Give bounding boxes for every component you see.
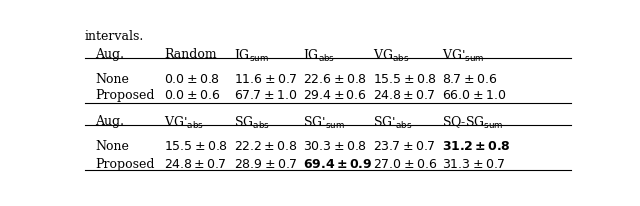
Text: $23.7 \pm 0.7$: $23.7 \pm 0.7$ xyxy=(372,140,435,153)
Text: Aug.: Aug. xyxy=(95,114,124,127)
Text: SG$'_{\mathrm{sum}}$: SG$'_{\mathrm{sum}}$ xyxy=(303,114,345,130)
Text: Proposed: Proposed xyxy=(95,157,154,170)
Text: SG$'_{\mathrm{abs}}$: SG$'_{\mathrm{abs}}$ xyxy=(372,114,412,130)
Text: $67.7 \pm 1.0$: $67.7 \pm 1.0$ xyxy=(234,89,297,102)
Text: $8.7 \pm 0.6$: $8.7 \pm 0.6$ xyxy=(442,73,497,86)
Text: $66.0 \pm 1.0$: $66.0 \pm 1.0$ xyxy=(442,89,506,102)
Text: $0.0 \pm 0.6$: $0.0 \pm 0.6$ xyxy=(164,89,221,102)
Text: None: None xyxy=(95,140,129,153)
Text: SG$_{\mathrm{abs}}$: SG$_{\mathrm{abs}}$ xyxy=(234,114,269,130)
Text: $\mathbf{31.2 \pm 0.8}$: $\mathbf{31.2 \pm 0.8}$ xyxy=(442,140,511,153)
Text: $24.8 \pm 0.7$: $24.8 \pm 0.7$ xyxy=(372,89,435,102)
Text: $15.5 \pm 0.8$: $15.5 \pm 0.8$ xyxy=(164,140,228,153)
Text: $22.6 \pm 0.8$: $22.6 \pm 0.8$ xyxy=(303,73,367,86)
Text: $15.5 \pm 0.8$: $15.5 \pm 0.8$ xyxy=(372,73,436,86)
Text: VG$'_{\mathrm{sum}}$: VG$'_{\mathrm{sum}}$ xyxy=(442,48,484,64)
Text: None: None xyxy=(95,73,129,86)
Text: $31.3 \pm 0.7$: $31.3 \pm 0.7$ xyxy=(442,157,505,170)
Text: Random: Random xyxy=(164,48,217,61)
Text: $27.0 \pm 0.6$: $27.0 \pm 0.6$ xyxy=(372,157,437,170)
Text: $29.4 \pm 0.6$: $29.4 \pm 0.6$ xyxy=(303,89,367,102)
Text: intervals.: intervals. xyxy=(85,29,144,42)
Text: $22.2 \pm 0.8$: $22.2 \pm 0.8$ xyxy=(234,140,297,153)
Text: IG$_{\mathrm{sum}}$: IG$_{\mathrm{sum}}$ xyxy=(234,48,269,64)
Text: $0.0 \pm 0.8$: $0.0 \pm 0.8$ xyxy=(164,73,220,86)
Text: $28.9 \pm 0.7$: $28.9 \pm 0.7$ xyxy=(234,157,297,170)
Text: VG$'_{\mathrm{abs}}$: VG$'_{\mathrm{abs}}$ xyxy=(164,114,204,130)
Text: $24.8 \pm 0.7$: $24.8 \pm 0.7$ xyxy=(164,157,227,170)
Text: SQ-SG$_{\mathrm{sum}}$: SQ-SG$_{\mathrm{sum}}$ xyxy=(442,114,504,130)
Text: $30.3 \pm 0.8$: $30.3 \pm 0.8$ xyxy=(303,140,367,153)
Text: IG$_{\mathrm{abs}}$: IG$_{\mathrm{abs}}$ xyxy=(303,48,335,64)
Text: Proposed: Proposed xyxy=(95,89,154,102)
Text: Aug.: Aug. xyxy=(95,48,124,61)
Text: VG$_{\mathrm{abs}}$: VG$_{\mathrm{abs}}$ xyxy=(372,48,409,64)
Text: $11.6 \pm 0.7$: $11.6 \pm 0.7$ xyxy=(234,73,297,86)
Text: $\mathbf{69.4 \pm 0.9}$: $\mathbf{69.4 \pm 0.9}$ xyxy=(303,157,372,170)
